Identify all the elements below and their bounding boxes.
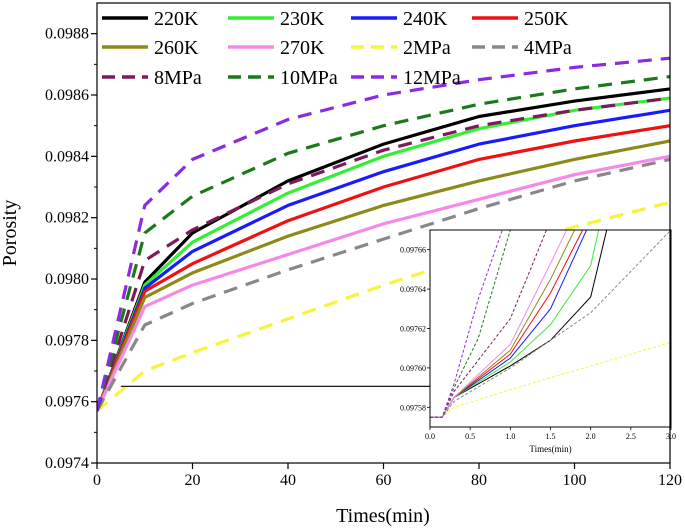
series-line-12mpa [97, 56, 670, 412]
legend-label: 250K [524, 8, 569, 30]
legend-label: 260K [154, 37, 199, 59]
legend-item-10mpa: 10MPa [228, 67, 338, 89]
x-tick-label: 20 [185, 472, 201, 489]
inset-line-10mpa [430, 230, 511, 418]
x-tick-label: 60 [376, 472, 392, 489]
legend-item-12mpa: 12MPa [351, 67, 461, 89]
inset-y-tick-label: 0.09766 [400, 246, 426, 255]
series-line-220k [97, 87, 670, 412]
series-line-10mpa [97, 75, 670, 412]
inset-y-tick-label: 0.09764 [400, 285, 426, 294]
inset-x-tick-label: 0.5 [465, 432, 475, 441]
legend-label: 2MPa [403, 37, 451, 59]
legend-item-230k: 230K [228, 8, 325, 30]
series-line-260k [97, 139, 670, 412]
y-tick-label: 0.0986 [45, 87, 89, 104]
y-tick-label: 0.0988 [45, 26, 89, 43]
series-line-4mpa [97, 157, 670, 412]
legend-item-8mpa: 8MPa [102, 67, 202, 89]
legend-item-2mpa: 2MPa [351, 37, 451, 59]
inset-line-12mpa [430, 230, 503, 418]
x-tick-label: 120 [658, 472, 682, 489]
inset-y-tick-label: 0.09760 [400, 364, 426, 373]
legend-label: 220K [154, 8, 199, 30]
legend-item-220k: 220K [102, 8, 199, 30]
legend-label: 12MPa [403, 67, 461, 89]
y-tick-label: 0.0980 [45, 271, 89, 288]
inset-x-tick-label: 1.0 [505, 432, 515, 441]
legend-label: 230K [280, 8, 325, 30]
legend-item-250k: 250K [472, 8, 569, 30]
y-tick-label: 0.0974 [45, 455, 89, 472]
series-line-2mpa [97, 200, 670, 413]
x-tick-label: 80 [471, 472, 487, 489]
legend-item-240k: 240K [351, 8, 448, 30]
y-tick-label: 0.0976 [45, 394, 89, 411]
inset-x-tick-label: 3.0 [666, 432, 676, 441]
x-tick-label: 0 [93, 472, 101, 489]
inset-background [430, 230, 671, 427]
y-tick-label: 0.0978 [45, 332, 89, 349]
x-axis-title: Times(min) [336, 505, 430, 527]
legend-item-4mpa: 4MPa [472, 37, 572, 59]
inset-x-tick-label: 2.0 [586, 432, 596, 441]
legend-label: 4MPa [524, 37, 572, 59]
inset-x-tick-label: 2.5 [626, 432, 636, 441]
series-line-250k [97, 124, 670, 412]
legend-item-260k: 260K [102, 37, 199, 59]
inset-x-axis-title: Times(min) [529, 444, 571, 454]
legend-label: 8MPa [154, 67, 202, 89]
x-tick-label: 40 [280, 472, 296, 489]
inset-x-tick-label: 1.5 [546, 432, 556, 441]
inset-y-tick-label: 0.09762 [400, 325, 426, 334]
y-axis-title: Porosity [0, 200, 21, 267]
series-line-8mpa [97, 96, 670, 412]
inset-line-8mpa [430, 230, 547, 418]
legend-label: 270K [280, 37, 325, 59]
inset-y-tick-label: 0.09758 [400, 403, 426, 412]
series-line-240k [97, 108, 670, 412]
legend-item-270k: 270K [228, 37, 325, 59]
inset-x-tick-label: 0.0 [425, 432, 435, 441]
inset-series-group [430, 230, 671, 418]
legend-label: 10MPa [280, 67, 338, 89]
legend-label: 240K [403, 8, 448, 30]
x-tick-label: 100 [563, 472, 587, 489]
series-line-270k [97, 154, 670, 412]
y-tick-label: 0.0982 [45, 210, 89, 227]
y-tick-label: 0.0984 [45, 148, 89, 165]
